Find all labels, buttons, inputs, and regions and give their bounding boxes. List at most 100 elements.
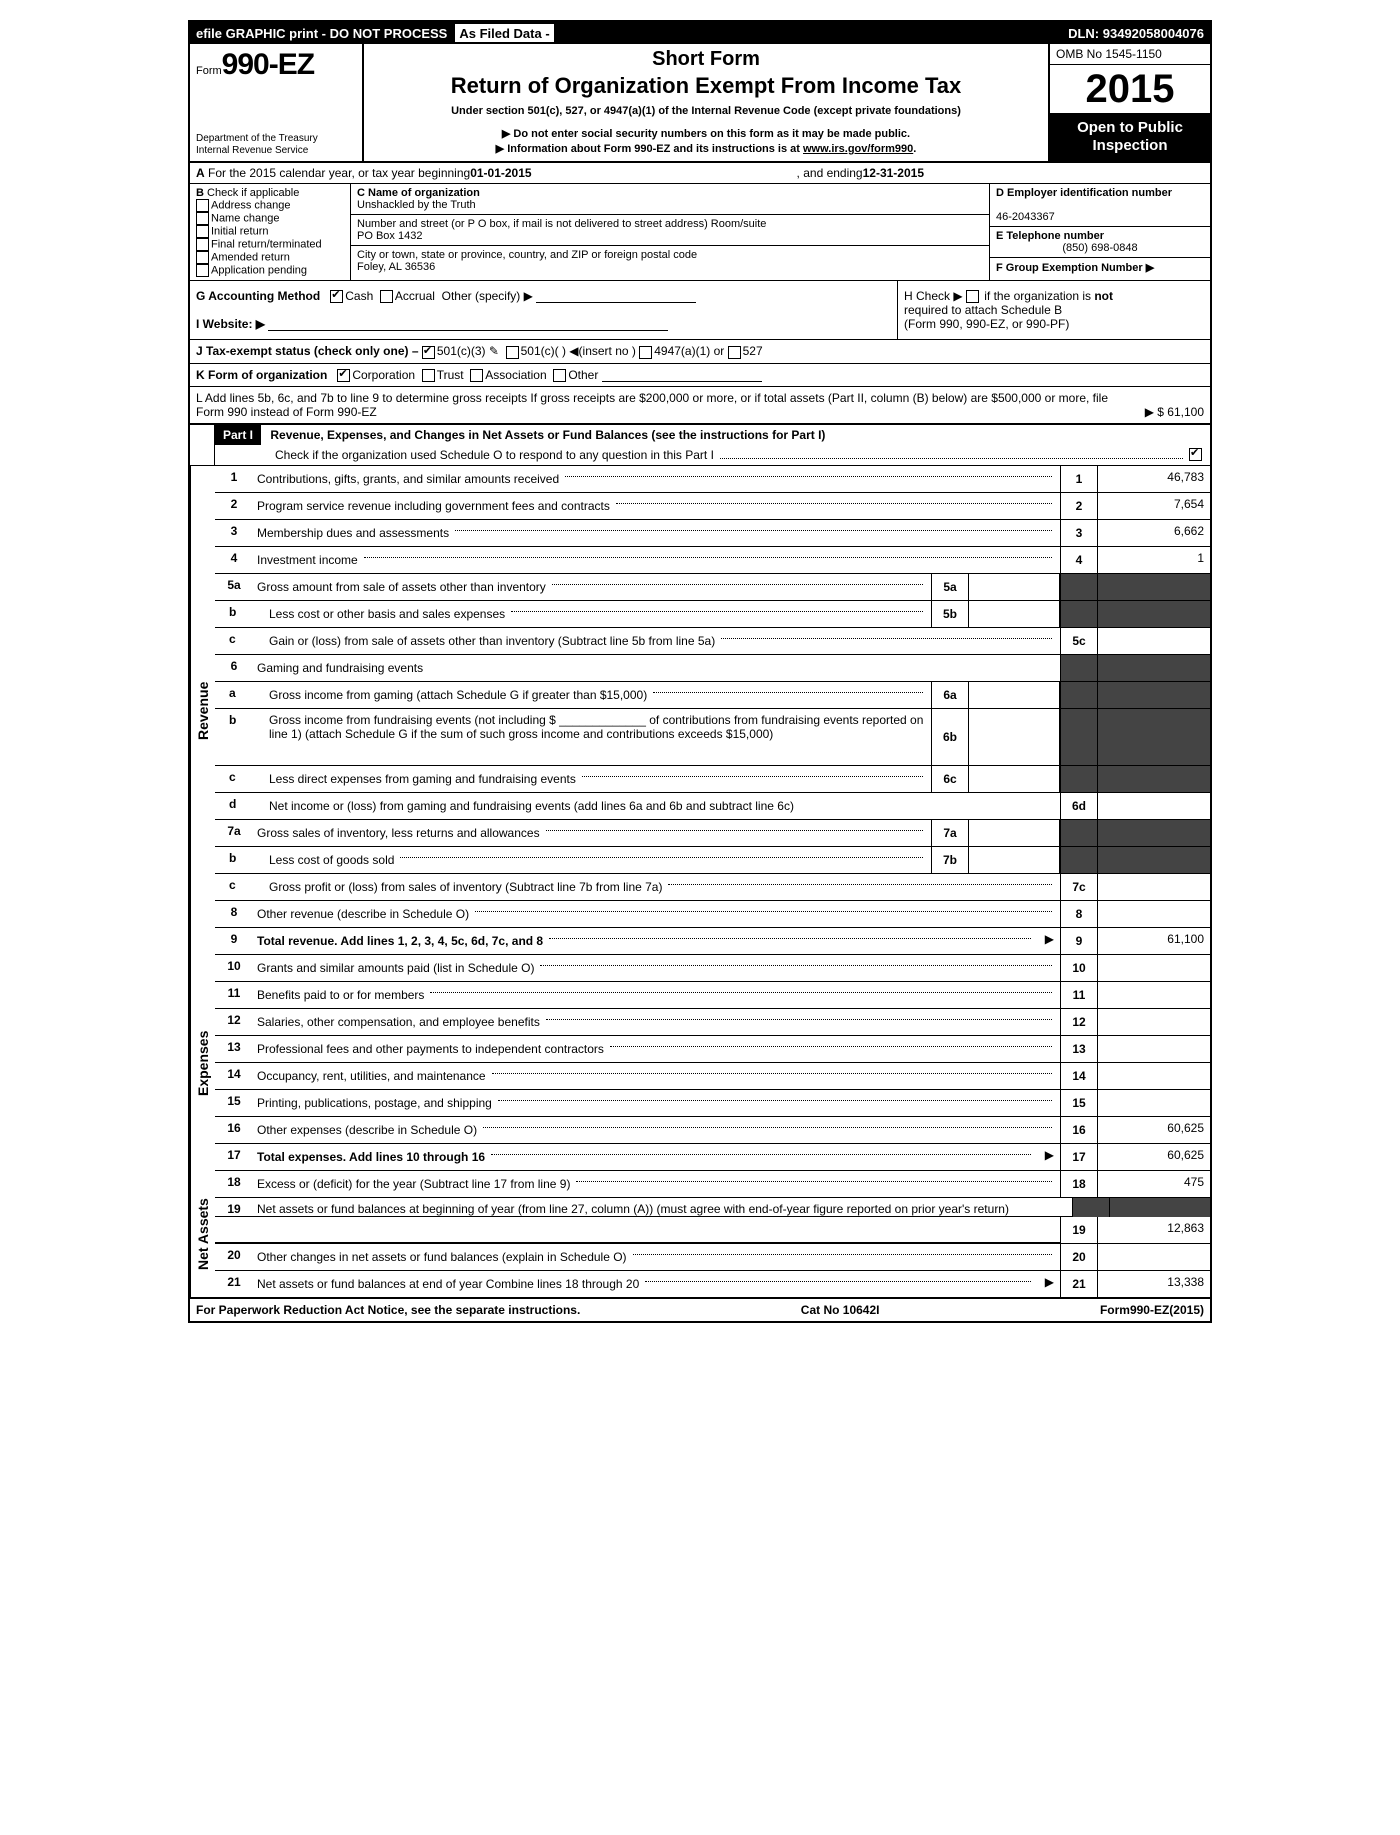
line-5a: 5a Gross amount from sale of assets othe…: [215, 574, 1210, 601]
department: Department of the Treasury Internal Reve…: [196, 133, 356, 157]
accounting-method: G Accounting Method Cash Accrual Other (…: [196, 289, 891, 303]
line-14: 14 Occupancy, rent, utilities, and maint…: [215, 1063, 1210, 1090]
ein-block: D Employer identification number 46-2043…: [990, 184, 1210, 227]
form-footer: For Paperwork Reduction Act Notice, see …: [190, 1299, 1210, 1321]
net-assets-section: Net Assets 18 Excess or (deficit) for th…: [190, 1171, 1210, 1299]
phone: (850) 698-0848: [996, 242, 1204, 254]
irs-link[interactable]: www.irs.gov/form990: [803, 143, 913, 155]
chk-name-change[interactable]: [196, 212, 209, 225]
line-7a: 7a Gross sales of inventory, less return…: [215, 820, 1210, 847]
header-right: OMB No 1545-1150 2015 Open to Public Ins…: [1048, 44, 1210, 161]
chk-address-change[interactable]: [196, 199, 209, 212]
line-9: 9 Total revenue. Add lines 1, 2, 3, 4, 5…: [215, 928, 1210, 955]
chk-4947[interactable]: [639, 346, 652, 359]
org-name-block: C Name of organization Unshackled by the…: [351, 184, 989, 215]
line-6c: c Less direct expenses from gaming and f…: [215, 766, 1210, 793]
subtitle-2: ▶ Do not enter social security numbers o…: [374, 127, 1038, 140]
dln: DLN: 93492058004076: [1062, 22, 1210, 44]
org-street-block: Number and street (or P O box, if mail i…: [351, 215, 989, 246]
org-city-block: City or town, state or province, country…: [351, 246, 989, 276]
footer-left: For Paperwork Reduction Act Notice, see …: [196, 1303, 580, 1317]
chk-501c[interactable]: [506, 346, 519, 359]
chk-initial-return[interactable]: [196, 225, 209, 238]
revenue-side-label: Revenue: [190, 466, 215, 955]
row-j-tax-exempt: J Tax-exempt status (check only one) – 5…: [190, 340, 1210, 363]
col-c-org-info: C Name of organization Unshackled by the…: [351, 184, 990, 280]
line-3: 3 Membership dues and assessments 3 6,66…: [215, 520, 1210, 547]
open-to-public: Open to Public Inspection: [1050, 113, 1210, 161]
part-1-label: Part I: [215, 425, 261, 445]
org-street: PO Box 1432: [357, 230, 422, 242]
chk-527[interactable]: [728, 346, 741, 359]
line-5c: c Gain or (loss) from sale of assets oth…: [215, 628, 1210, 655]
form-prefix: Form: [196, 65, 222, 77]
line-6b: b Gross income from fundraising events (…: [215, 709, 1210, 766]
line-12: 12 Salaries, other compensation, and emp…: [215, 1009, 1210, 1036]
line-16: 16 Other expenses (describe in Schedule …: [215, 1117, 1210, 1144]
line-15: 15 Printing, publications, postage, and …: [215, 1090, 1210, 1117]
form-header: Form990-EZ Department of the Treasury In…: [190, 44, 1210, 163]
line-2: 2 Program service revenue including gove…: [215, 493, 1210, 520]
chk-schedule-b[interactable]: [966, 290, 979, 303]
expenses-section: Expenses 10 Grants and similar amounts p…: [190, 955, 1210, 1171]
line-7c: c Gross profit or (loss) from sales of i…: [215, 874, 1210, 901]
group-exemption-block: F Group Exemption Number ▶: [990, 258, 1210, 280]
chk-corporation[interactable]: [337, 369, 350, 382]
schedule-o-check-line: Check if the organization used Schedule …: [215, 445, 1210, 465]
as-filed-label: As Filed Data -: [455, 24, 553, 42]
chk-501c3[interactable]: [422, 346, 435, 359]
line-6a: a Gross income from gaming (attach Sched…: [215, 682, 1210, 709]
phone-block: E Telephone number (850) 698-0848: [990, 227, 1210, 258]
part-1-header: Part I Revenue, Expenses, and Changes in…: [190, 425, 1210, 466]
chk-accrual[interactable]: [380, 290, 393, 303]
col-gi: G Accounting Method Cash Accrual Other (…: [190, 281, 897, 339]
row-k-form-org: K Form of organization Corporation Trust…: [190, 364, 1210, 386]
chk-amended-return[interactable]: [196, 251, 209, 264]
line-6: 6 Gaming and fundraising events: [215, 655, 1210, 682]
form-990ez: efile GRAPHIC print - DO NOT PROCESS As …: [188, 20, 1212, 1323]
form-number: 990-EZ: [222, 48, 314, 81]
row-l-gross-receipts: L Add lines 5b, 6c, and 7b to line 9 to …: [190, 386, 1210, 425]
line-4: 4 Investment income 4 1: [215, 547, 1210, 574]
chk-application-pending[interactable]: [196, 264, 209, 277]
col-d-ids: D Employer identification number 46-2043…: [990, 184, 1210, 280]
form-title: Return of Organization Exempt From Incom…: [374, 73, 1038, 99]
website-row: I Website: ▶: [196, 317, 891, 331]
chk-final-return[interactable]: [196, 238, 209, 251]
efile-label: efile GRAPHIC print - DO NOT PROCESS: [190, 22, 453, 44]
expenses-side-label: Expenses: [190, 955, 215, 1171]
line-8: 8 Other revenue (describe in Schedule O)…: [215, 901, 1210, 928]
footer-catno: Cat No 10642I: [801, 1303, 880, 1317]
ein: 46-2043367: [996, 211, 1055, 223]
line-5b: b Less cost or other basis and sales exp…: [215, 601, 1210, 628]
chk-trust[interactable]: [422, 369, 435, 382]
chk-cash[interactable]: [330, 290, 343, 303]
chk-other-org[interactable]: [553, 369, 566, 382]
line-10: 10 Grants and similar amounts paid (list…: [215, 955, 1210, 982]
chk-association[interactable]: [470, 369, 483, 382]
line-18: 18 Excess or (deficit) for the year (Sub…: [215, 1171, 1210, 1198]
section-bcd: B Check if applicable Address change Nam…: [190, 184, 1210, 281]
header-title-block: Short Form Return of Organization Exempt…: [364, 44, 1048, 161]
line-20: 20 Other changes in net assets or fund b…: [215, 1244, 1210, 1271]
row-a-tax-year: A For the 2015 calendar year, or tax yea…: [190, 163, 1210, 184]
line-11: 11 Benefits paid to or for members 11: [215, 982, 1210, 1009]
tax-year: 2015: [1050, 65, 1210, 113]
row-gh: G Accounting Method Cash Accrual Other (…: [190, 281, 1210, 340]
subtitle-1: Under section 501(c), 527, or 4947(a)(1)…: [374, 105, 1038, 117]
line-1: 1 Contributions, gifts, grants, and simi…: [215, 466, 1210, 493]
subtitle-3: ▶ Information about Form 990-EZ and its …: [374, 142, 1038, 155]
line-21: 21 Net assets or fund balances at end of…: [215, 1271, 1210, 1297]
line-6d: d Net income or (loss) from gaming and f…: [215, 793, 1210, 820]
header-left: Form990-EZ Department of the Treasury In…: [190, 44, 364, 161]
line-13: 13 Professional fees and other payments …: [215, 1036, 1210, 1063]
netassets-side-label: Net Assets: [190, 1171, 215, 1297]
col-h-schedule-b: H Check ▶ if the organization is not req…: [897, 281, 1210, 339]
chk-schedule-o[interactable]: [1189, 448, 1202, 461]
omb-number: OMB No 1545-1150: [1050, 44, 1210, 65]
top-bar: efile GRAPHIC print - DO NOT PROCESS As …: [190, 22, 1210, 44]
revenue-section: Revenue 1 Contributions, gifts, grants, …: [190, 466, 1210, 955]
col-b-checkboxes: B Check if applicable Address change Nam…: [190, 184, 351, 280]
line-7b: b Less cost of goods sold 7b: [215, 847, 1210, 874]
short-form-label: Short Form: [374, 48, 1038, 71]
